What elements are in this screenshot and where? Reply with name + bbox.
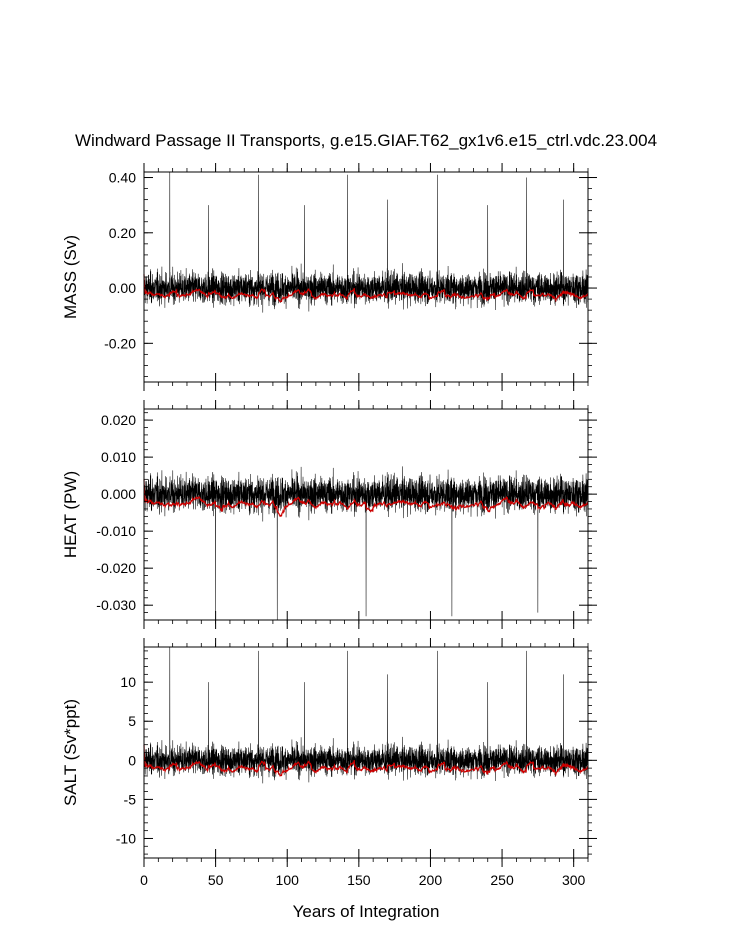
panel-1: 0.40 0.20 0.00 -0.20 MASS (Sv) bbox=[61, 163, 597, 391]
x-tick-label: 200 bbox=[419, 872, 443, 888]
y-tick-label: -0.010 bbox=[96, 523, 136, 539]
y-tick-label: 0.00 bbox=[109, 280, 136, 296]
y-tick-label: 10 bbox=[120, 674, 136, 690]
series-raw-line bbox=[143, 466, 589, 621]
y-axis-label: MASS (Sv) bbox=[61, 235, 80, 319]
y-tick-label: 0 bbox=[128, 752, 136, 768]
figure-title: Windward Passage II Transports, g.e15.GI… bbox=[75, 131, 657, 150]
y-axis-label: SALT (Sv*ppt) bbox=[61, 699, 80, 806]
panel-2: 0.020 0.010 0.000 -0.010 -0.020 -0.030 HEAT (P… bbox=[61, 400, 597, 629]
y-tick-label: -0.20 bbox=[104, 335, 136, 351]
series-smoothed-line bbox=[143, 274, 589, 303]
x-tick-label: 100 bbox=[276, 872, 300, 888]
y-axis-label: HEAT (PW) bbox=[61, 471, 80, 558]
y-tick-label: 5 bbox=[128, 713, 136, 729]
x-axis-label: Years of Integration bbox=[293, 902, 440, 921]
y-tick-label: 0.000 bbox=[101, 486, 136, 502]
y-tick-label: -0.030 bbox=[96, 597, 136, 613]
y-tick-label: 0.020 bbox=[101, 412, 136, 428]
y-tick-label: -10 bbox=[116, 830, 136, 846]
x-tick-label: 300 bbox=[562, 872, 586, 888]
x-tick-label: 50 bbox=[208, 872, 224, 888]
y-tick-label: -0.020 bbox=[96, 560, 136, 576]
x-tick-label: 250 bbox=[490, 872, 514, 888]
y-tick-label: -5 bbox=[124, 791, 137, 807]
x-tick-label: 150 bbox=[347, 872, 371, 888]
y-tick-label: 0.40 bbox=[109, 170, 136, 186]
y-tick-label: 0.010 bbox=[101, 449, 136, 465]
y-tick-label: 0.20 bbox=[109, 225, 136, 241]
series-smoothed-line bbox=[143, 479, 589, 518]
series-smoothed-line bbox=[143, 744, 589, 777]
plot-frame bbox=[143, 408, 589, 621]
x-tick-label: 0 bbox=[140, 872, 148, 888]
